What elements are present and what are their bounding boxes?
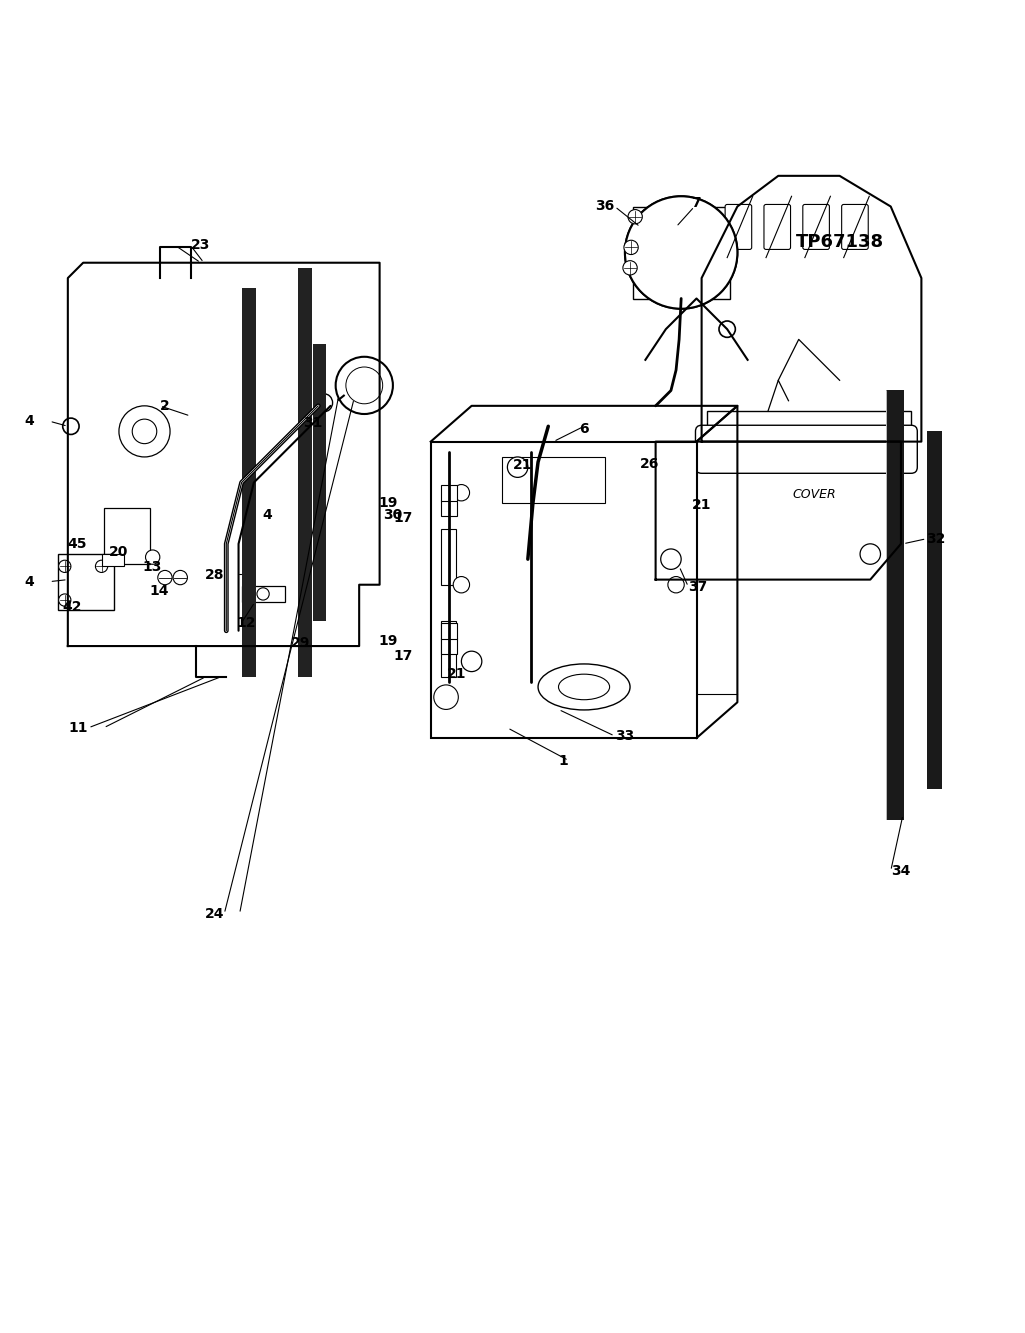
Bar — [104, 508, 150, 564]
Text: 24: 24 — [205, 906, 224, 921]
Circle shape — [625, 196, 737, 309]
Bar — [430, 441, 697, 738]
Text: 21: 21 — [692, 499, 711, 512]
Text: TP67138: TP67138 — [795, 233, 884, 252]
Circle shape — [58, 560, 71, 572]
Bar — [441, 639, 457, 655]
Circle shape — [656, 227, 706, 279]
Circle shape — [625, 196, 737, 309]
Text: 45: 45 — [68, 537, 87, 551]
Bar — [101, 555, 124, 567]
Bar — [298, 268, 313, 677]
Circle shape — [628, 209, 643, 224]
Text: 14: 14 — [150, 584, 169, 599]
Bar — [57, 555, 114, 611]
Circle shape — [453, 484, 469, 501]
Bar — [927, 432, 942, 789]
Bar — [441, 484, 457, 501]
Circle shape — [345, 367, 382, 404]
Text: 21: 21 — [512, 459, 532, 472]
Bar — [242, 288, 256, 677]
Text: 37: 37 — [689, 580, 707, 593]
Text: 21: 21 — [447, 666, 466, 681]
Circle shape — [690, 292, 703, 305]
Text: 34: 34 — [891, 864, 910, 878]
Circle shape — [623, 261, 638, 275]
Circle shape — [668, 577, 685, 593]
Bar — [314, 344, 326, 620]
Circle shape — [335, 357, 393, 415]
Circle shape — [158, 571, 172, 585]
Text: 7: 7 — [692, 196, 701, 211]
Text: 23: 23 — [191, 239, 210, 252]
Text: 1: 1 — [559, 753, 568, 768]
Bar — [441, 623, 457, 639]
Bar — [441, 620, 456, 677]
Text: 6: 6 — [579, 423, 588, 436]
Text: 19: 19 — [378, 496, 398, 511]
FancyBboxPatch shape — [725, 204, 751, 249]
Text: 17: 17 — [393, 512, 412, 525]
Circle shape — [461, 651, 482, 672]
Text: 4: 4 — [25, 575, 34, 589]
Bar — [441, 528, 456, 585]
Text: 26: 26 — [641, 457, 660, 471]
Circle shape — [671, 243, 692, 263]
Text: 36: 36 — [596, 200, 615, 213]
Circle shape — [507, 457, 528, 477]
Circle shape — [434, 685, 458, 709]
Circle shape — [315, 393, 332, 412]
Circle shape — [257, 588, 270, 600]
Text: 17: 17 — [393, 649, 412, 664]
Text: 29: 29 — [291, 636, 310, 651]
Text: 19: 19 — [378, 635, 398, 648]
Bar — [441, 500, 457, 516]
Circle shape — [661, 549, 682, 569]
Text: 13: 13 — [142, 560, 162, 575]
FancyBboxPatch shape — [803, 204, 829, 249]
Circle shape — [119, 405, 170, 457]
Ellipse shape — [538, 664, 630, 710]
Text: 33: 33 — [615, 729, 634, 742]
Text: 12: 12 — [237, 616, 256, 629]
Text: 20: 20 — [109, 545, 128, 559]
FancyBboxPatch shape — [696, 425, 917, 473]
Circle shape — [719, 321, 735, 337]
Text: 32: 32 — [927, 532, 946, 545]
Bar — [886, 391, 904, 820]
Text: 28: 28 — [205, 568, 224, 581]
Circle shape — [860, 544, 880, 564]
Circle shape — [63, 419, 79, 435]
Text: 2: 2 — [160, 399, 169, 413]
Bar — [242, 585, 285, 603]
Circle shape — [132, 419, 157, 444]
Text: 42: 42 — [63, 600, 82, 615]
Bar — [633, 207, 730, 299]
Text: 30: 30 — [383, 508, 402, 523]
Text: 4: 4 — [262, 508, 272, 523]
Circle shape — [173, 571, 188, 585]
Circle shape — [58, 595, 71, 607]
Circle shape — [63, 572, 79, 588]
Text: 31: 31 — [303, 416, 322, 431]
Ellipse shape — [559, 674, 610, 700]
FancyBboxPatch shape — [764, 204, 790, 249]
Circle shape — [624, 240, 639, 255]
Text: COVER: COVER — [792, 488, 835, 501]
Circle shape — [95, 560, 108, 572]
Bar — [502, 457, 605, 503]
Text: 4: 4 — [25, 415, 34, 428]
Text: 11: 11 — [69, 721, 88, 734]
Circle shape — [146, 551, 160, 564]
Bar — [706, 411, 911, 441]
FancyBboxPatch shape — [842, 204, 868, 249]
Circle shape — [453, 577, 469, 593]
